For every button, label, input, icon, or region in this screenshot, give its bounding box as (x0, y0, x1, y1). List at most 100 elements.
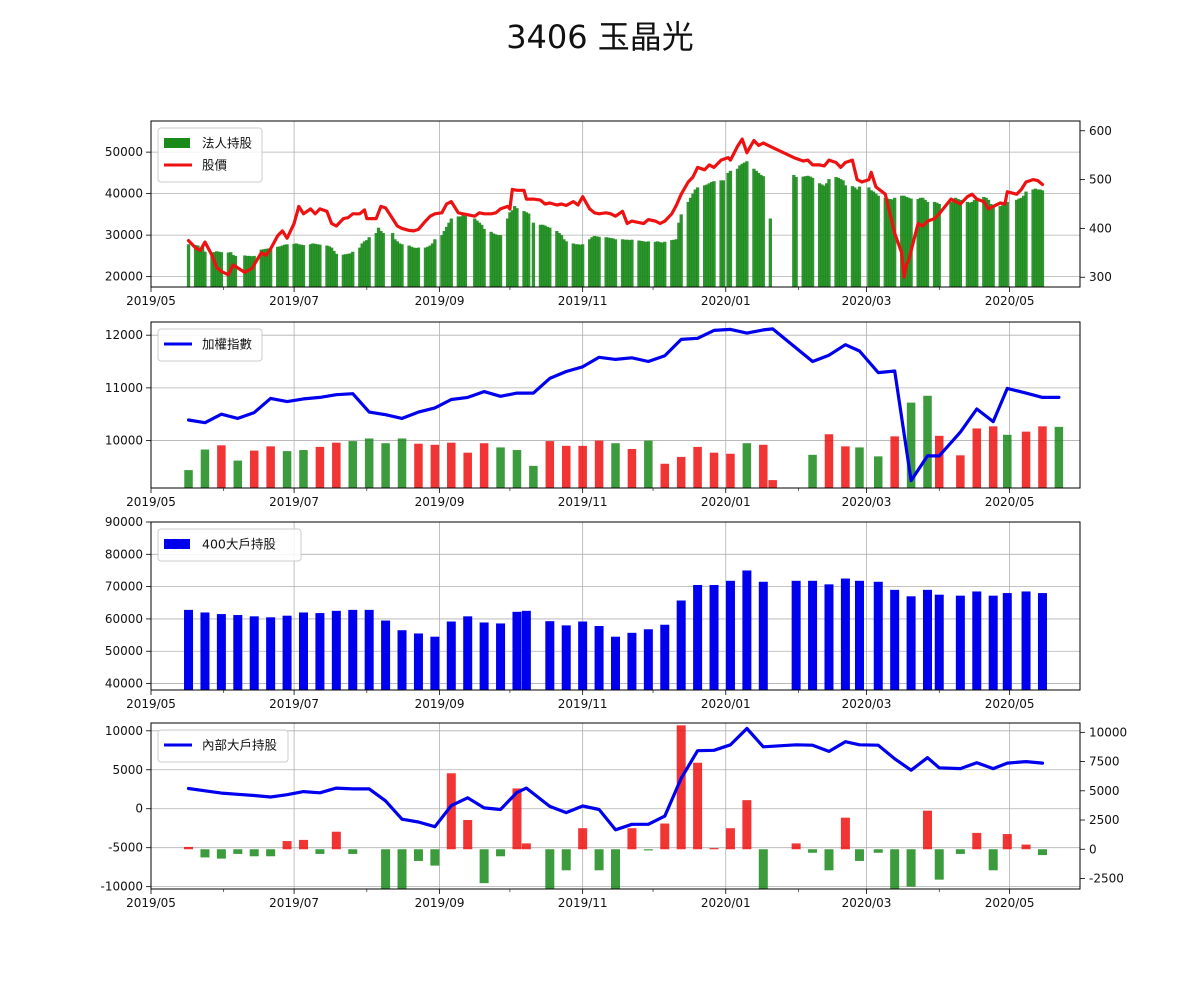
holding-bar (444, 226, 449, 287)
y-tick-label: 10000 (105, 434, 143, 448)
volume-bar (348, 441, 358, 488)
holder-bar (709, 585, 719, 690)
volume-bar (200, 449, 210, 488)
y2-tick-label: 5000 (1089, 784, 1120, 798)
volume-bar (873, 456, 883, 488)
holding-bar (367, 237, 371, 287)
holding-bar (496, 235, 500, 287)
holding-bar (475, 220, 479, 287)
x-tick-label: 2020/01 (701, 294, 751, 308)
change-bar (381, 849, 391, 889)
holding-bar (932, 201, 937, 287)
x-tick-label: 2019/05 (126, 294, 176, 308)
holding-bar (857, 186, 862, 287)
holding-bar (890, 199, 894, 287)
volume-bar (233, 460, 243, 488)
holding-bar (524, 212, 529, 287)
plot-border (150, 722, 1081, 890)
holding-bar (820, 184, 824, 287)
y2-tick-label: 400 (1089, 221, 1112, 235)
holding-bar (278, 246, 282, 287)
y-tick-label: 40000 (105, 187, 143, 201)
holding-bar (395, 241, 399, 287)
holder-bar (693, 585, 703, 690)
holding-bar (186, 244, 191, 287)
holding-bar (710, 182, 714, 287)
holding-bar (839, 179, 843, 287)
holding-bar (1022, 195, 1026, 287)
holding-bar (559, 235, 564, 287)
holding-bar (449, 218, 453, 287)
change-bar (840, 817, 850, 850)
holding-bar (742, 162, 747, 287)
holding-bar (686, 201, 690, 287)
holding-bar (630, 239, 634, 287)
x-tick-label: 2020/05 (985, 697, 1035, 711)
change-bar (742, 800, 752, 850)
holding-bar (299, 244, 303, 287)
volume-bar (768, 480, 777, 488)
holding-bar (308, 244, 313, 287)
holding-bar (972, 199, 977, 287)
change-bar (791, 843, 801, 850)
holder-bar (578, 621, 588, 690)
holder-bar (988, 595, 998, 690)
holder-bar (381, 620, 391, 690)
change-bar (934, 849, 944, 880)
volume-bar (988, 426, 998, 488)
holder-bar (545, 621, 555, 690)
holding-bar (658, 242, 662, 287)
change-bar (282, 841, 292, 850)
holding-bar (808, 176, 812, 287)
holding-bar (264, 248, 268, 287)
holding-bar (489, 231, 493, 287)
holding-bar (644, 241, 648, 287)
x-tick-label: 2019/07 (269, 495, 319, 509)
holding-bar (982, 196, 986, 287)
change-bar (578, 828, 588, 850)
y-tick-label: 20000 (105, 270, 143, 284)
holder-bar (233, 615, 243, 690)
chart-title: 3406 玉晶光 (506, 18, 694, 56)
y2-tick-label: 2500 (1089, 813, 1120, 827)
volume-bar (1054, 426, 1064, 488)
holding-bar (954, 197, 958, 287)
holding-bar (280, 245, 285, 287)
holding-bar (365, 240, 369, 287)
volume-bar (1003, 434, 1012, 488)
holder-bar (758, 581, 768, 690)
holder-bar (1002, 593, 1012, 690)
holding-bar (688, 197, 693, 287)
holding-bar (344, 254, 348, 287)
holding-bar (341, 254, 346, 287)
holder-bar (824, 584, 834, 690)
x-tick-label: 2019/11 (558, 896, 608, 910)
holding-bar (902, 195, 906, 287)
holding-bar (315, 244, 320, 287)
change-bar (561, 849, 571, 871)
volume-bar (759, 444, 768, 488)
holding-bar (200, 245, 205, 287)
holder-bar (627, 632, 637, 690)
holding-bar (231, 255, 235, 287)
holding-bar (381, 233, 385, 287)
holder-bar (791, 580, 801, 690)
volume-bar (726, 453, 735, 488)
legend-label: 股價 (202, 158, 228, 173)
change-bar (1002, 834, 1012, 850)
volume-bar (934, 435, 944, 488)
volume-bar (266, 446, 275, 488)
holding-bar (522, 211, 526, 287)
holding-bar (1005, 201, 1009, 287)
holder-bar (611, 636, 620, 690)
plot-border (150, 120, 1081, 288)
volume-bar (364, 438, 374, 488)
holding-bar (660, 242, 665, 287)
change-bar (890, 849, 900, 889)
change-bar (446, 773, 456, 850)
holding-bar (855, 189, 859, 287)
change-bar (1021, 844, 1031, 850)
volume-bar (397, 438, 407, 488)
holding-bar (998, 206, 1002, 287)
